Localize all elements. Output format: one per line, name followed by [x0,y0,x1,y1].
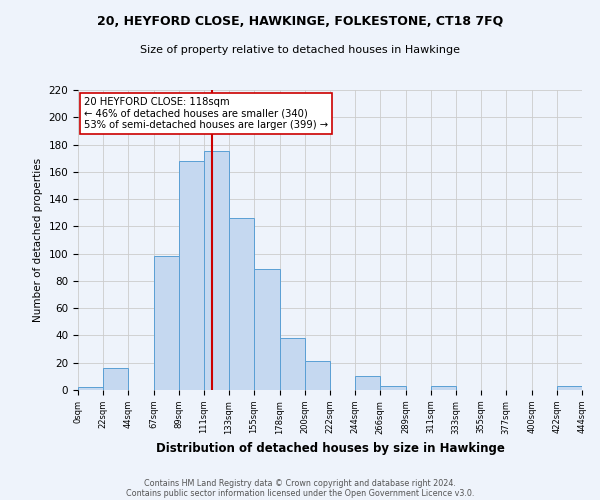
Bar [179,161,204,390]
Text: 20, HEYFORD CLOSE, HAWKINGE, FOLKESTONE, CT18 7FQ: 20, HEYFORD CLOSE, HAWKINGE, FOLKESTONE,… [97,15,503,28]
Bar [355,376,380,390]
Bar [254,268,280,390]
X-axis label: Distribution of detached houses by size in Hawkinge: Distribution of detached houses by size … [155,442,505,455]
Text: Size of property relative to detached houses in Hawkinge: Size of property relative to detached ho… [140,45,460,55]
Bar [204,152,229,390]
Bar [229,218,254,390]
Bar [103,368,128,390]
Bar [557,386,582,390]
Bar [78,388,103,390]
Text: Contains public sector information licensed under the Open Government Licence v3: Contains public sector information licen… [126,488,474,498]
Bar [305,362,330,390]
Bar [280,338,305,390]
Text: Contains HM Land Registry data © Crown copyright and database right 2024.: Contains HM Land Registry data © Crown c… [144,478,456,488]
Bar [154,256,179,390]
Text: 20 HEYFORD CLOSE: 118sqm
← 46% of detached houses are smaller (340)
53% of semi-: 20 HEYFORD CLOSE: 118sqm ← 46% of detach… [83,97,328,130]
Y-axis label: Number of detached properties: Number of detached properties [33,158,43,322]
Bar [431,386,456,390]
Bar [380,386,406,390]
